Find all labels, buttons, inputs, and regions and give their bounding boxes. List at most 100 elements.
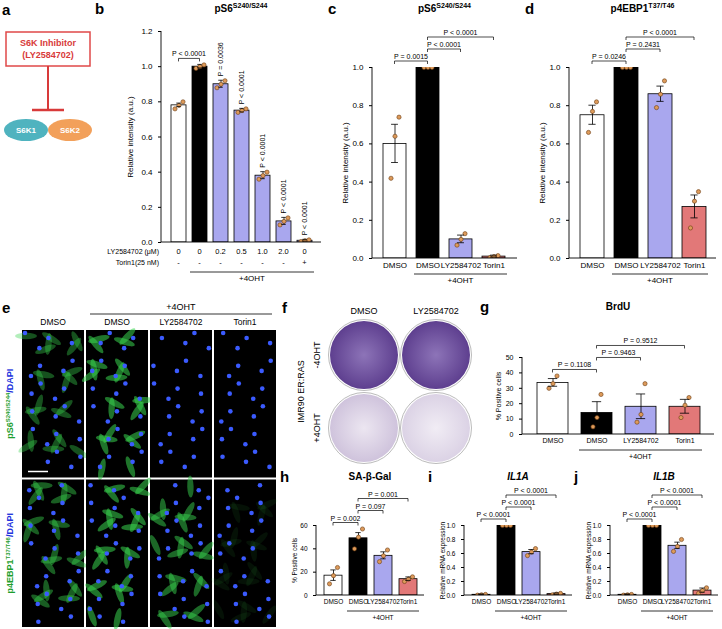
- svg-text:LY2584702: LY2584702: [515, 598, 548, 605]
- svg-text:P < 0.0001: P < 0.0001: [238, 70, 245, 104]
- svg-text:DMSO: DMSO: [416, 261, 440, 270]
- svg-text:P = 0.2431: P = 0.2431: [626, 41, 660, 48]
- svg-text:1.2: 1.2: [141, 27, 153, 36]
- svg-text:0.4: 0.4: [352, 178, 364, 187]
- svg-text:20: 20: [300, 568, 308, 575]
- svg-text:(LY2584702): (LY2584702): [22, 50, 74, 60]
- svg-text:DMSO: DMSO: [587, 437, 609, 444]
- svg-text:DMSO: DMSO: [472, 598, 492, 605]
- svg-text:20: 20: [506, 400, 514, 407]
- svg-text:0.8: 0.8: [141, 97, 153, 106]
- svg-text:DMSO: DMSO: [40, 317, 66, 327]
- svg-text:0.0: 0.0: [141, 238, 153, 247]
- svg-text:% Positive cells: % Positive cells: [291, 537, 298, 583]
- svg-text:S6K2: S6K2: [60, 126, 81, 135]
- svg-text:DMSO: DMSO: [104, 317, 130, 327]
- svg-text:0.2: 0.2: [549, 216, 561, 225]
- svg-text:DMSO: DMSO: [351, 306, 378, 316]
- svg-text:0: 0: [510, 431, 514, 438]
- svg-text:Torin1: Torin1: [233, 317, 256, 327]
- svg-text:LY2584702: LY2584702: [640, 261, 681, 270]
- svg-text:+4OHT: +4OHT: [166, 302, 196, 312]
- svg-text:DMSO: DMSO: [383, 261, 407, 270]
- svg-text:P = 0.0036: P = 0.0036: [217, 42, 224, 76]
- svg-text:P = 0.002: P = 0.002: [330, 515, 360, 522]
- svg-text:0.8: 0.8: [549, 101, 561, 110]
- svg-text:-: -: [177, 258, 180, 267]
- svg-text:pS6S240/S244/DAPI: pS6S240/S244/DAPI: [5, 369, 15, 439]
- svg-text:0.4: 0.4: [446, 564, 455, 571]
- svg-text:1.0: 1.0: [549, 63, 561, 72]
- svg-text:Relative intensity (a.u.): Relative intensity (a.u.): [538, 122, 547, 204]
- svg-text:1.0: 1.0: [446, 522, 455, 529]
- svg-text:Torin1: Torin1: [400, 598, 418, 605]
- svg-text:0.8: 0.8: [446, 536, 455, 543]
- svg-text:P = 0.001: P = 0.001: [368, 491, 398, 498]
- svg-text:LY2584702 (μM): LY2584702 (μM): [107, 248, 159, 256]
- svg-text:0.4: 0.4: [592, 564, 601, 571]
- svg-text:0: 0: [304, 592, 308, 599]
- svg-text:S6K1: S6K1: [16, 126, 37, 135]
- svg-text:LY2584702: LY2584702: [160, 317, 203, 327]
- svg-text:Torin1: Torin1: [548, 598, 566, 605]
- svg-text:1.0: 1.0: [592, 522, 601, 529]
- svg-text:0.8: 0.8: [592, 536, 601, 543]
- svg-text:P = 0.0015: P = 0.0015: [394, 53, 428, 60]
- svg-text:P < 0.0001: P < 0.0001: [502, 499, 536, 506]
- svg-text:LY2584702: LY2584702: [623, 437, 658, 444]
- svg-text:0.4: 0.4: [549, 178, 561, 187]
- svg-text:+4OHT: +4OHT: [372, 614, 393, 621]
- svg-text:-4OHT: -4OHT: [312, 341, 322, 369]
- svg-text:P < 0.0001: P < 0.0001: [643, 29, 677, 36]
- svg-text:IMR90 ER:RAS: IMR90 ER:RAS: [296, 360, 306, 423]
- svg-text:40: 40: [506, 369, 514, 376]
- svg-text:0.8: 0.8: [352, 101, 364, 110]
- svg-text:40: 40: [300, 545, 308, 552]
- svg-text:P = 0.9463: P = 0.9463: [602, 349, 636, 356]
- svg-text:% Positive cells: % Positive cells: [495, 371, 502, 420]
- svg-text:DMSO: DMSO: [618, 598, 638, 605]
- svg-text:+4OHT: +4OHT: [629, 453, 652, 460]
- svg-text:Relative mRNA expression: Relative mRNA expression: [439, 521, 447, 599]
- svg-text:DMSO: DMSO: [497, 598, 517, 605]
- svg-text:0: 0: [176, 247, 180, 256]
- svg-text:+4OHT: +4OHT: [647, 276, 673, 285]
- svg-text:-: -: [219, 258, 222, 267]
- svg-text:P < 0.0001: P < 0.0001: [427, 41, 461, 48]
- svg-text:+: +: [302, 258, 307, 267]
- svg-text:0.6: 0.6: [592, 550, 601, 557]
- svg-text:P < 0.0001: P < 0.0001: [444, 29, 478, 36]
- svg-text:p4EBP1T37/T46/DAPI: p4EBP1T37/T46/DAPI: [5, 513, 15, 593]
- svg-text:0.0: 0.0: [549, 254, 561, 263]
- svg-text:LY2584702: LY2584702: [413, 306, 458, 316]
- svg-text:1.0: 1.0: [141, 62, 153, 71]
- svg-text:P = 0.9512: P = 0.9512: [624, 337, 658, 344]
- svg-text:-: -: [198, 258, 201, 267]
- svg-text:0: 0: [197, 247, 201, 256]
- svg-text:0.4: 0.4: [141, 168, 153, 177]
- svg-text:P < 0.0001: P < 0.0001: [660, 487, 694, 494]
- svg-text:Torin1: Torin1: [684, 261, 706, 270]
- svg-text:50: 50: [506, 354, 514, 361]
- svg-text:P < 0.0001: P < 0.0001: [280, 179, 287, 213]
- svg-text:DMSO: DMSO: [543, 437, 565, 444]
- svg-text:-: -: [240, 258, 243, 267]
- svg-text:0.0: 0.0: [592, 592, 601, 599]
- svg-text:+4OHT: +4OHT: [447, 276, 473, 285]
- svg-text:Relative intensity (a.u.): Relative intensity (a.u.): [341, 122, 350, 204]
- svg-text:0.2: 0.2: [141, 203, 153, 212]
- svg-text:DMSO: DMSO: [581, 261, 605, 270]
- svg-text:0.6: 0.6: [549, 139, 561, 148]
- svg-text:30: 30: [506, 385, 514, 392]
- svg-text:DMSO: DMSO: [324, 598, 344, 605]
- svg-text:S6K Inhibitor: S6K Inhibitor: [20, 38, 76, 48]
- svg-text:0.2: 0.2: [446, 578, 455, 585]
- svg-text:1.0: 1.0: [257, 247, 267, 256]
- svg-text:0.2: 0.2: [352, 216, 364, 225]
- svg-text:+4OHT: +4OHT: [239, 274, 265, 283]
- svg-text:Relative mRNA expression: Relative mRNA expression: [585, 521, 593, 599]
- svg-text:DMSO: DMSO: [615, 261, 639, 270]
- svg-text:0.0: 0.0: [352, 254, 364, 263]
- svg-text:0.5: 0.5: [236, 247, 246, 256]
- svg-text:P < 0.0001: P < 0.0001: [172, 50, 206, 57]
